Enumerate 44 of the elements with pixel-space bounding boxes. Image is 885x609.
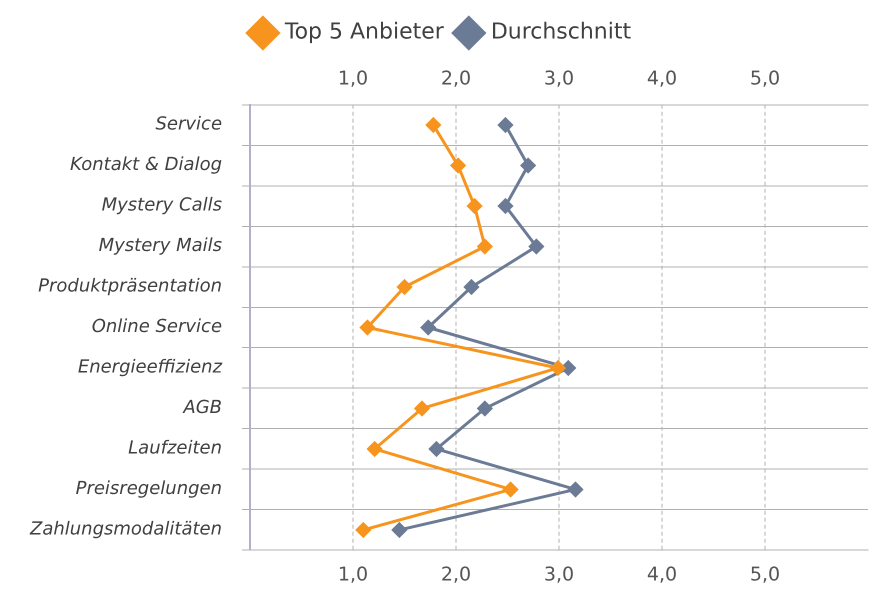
point bbox=[420, 320, 436, 335]
legend-label: Top 5 Anbieter bbox=[284, 20, 445, 45]
point bbox=[550, 360, 566, 376]
y-tick-label: AGB bbox=[182, 397, 222, 418]
point bbox=[414, 400, 430, 416]
y-tick-label: Energieeffizienz bbox=[78, 356, 223, 378]
x-tick-label: 1,0 bbox=[338, 564, 368, 586]
point bbox=[477, 400, 492, 416]
point bbox=[498, 118, 513, 133]
point bbox=[467, 198, 482, 214]
y-tick-label: Kontakt & Dialog bbox=[70, 154, 222, 176]
point bbox=[498, 198, 513, 214]
y-tick-label: Laufzeiten bbox=[128, 438, 222, 459]
x2-tick-label: 3,0 bbox=[544, 67, 574, 90]
point bbox=[520, 158, 536, 174]
y-tick-label: Service bbox=[155, 114, 222, 135]
point bbox=[360, 320, 375, 335]
point bbox=[356, 522, 371, 538]
point bbox=[503, 482, 518, 497]
x-tick-label: 5,0 bbox=[750, 564, 780, 586]
x-tick-label: 4,0 bbox=[646, 564, 678, 586]
y-tick-label: Mystery Mails bbox=[98, 235, 222, 256]
y-tick-label: Online Service bbox=[92, 316, 222, 338]
point bbox=[397, 280, 412, 295]
y-tick-label: Produktpräsentation bbox=[38, 276, 222, 297]
x-tick-label: 3,0 bbox=[544, 564, 574, 586]
y-tick-label: Preisregelungen bbox=[76, 478, 222, 500]
x2-tick-label: 5,0 bbox=[750, 67, 780, 90]
y-tick-label: Zahlungsmodalitäten bbox=[28, 518, 222, 540]
x2-tick-label: 2,0 bbox=[440, 67, 472, 90]
point bbox=[464, 280, 479, 295]
point bbox=[450, 158, 466, 174]
legend-label: Durchschnitt bbox=[490, 20, 632, 45]
point bbox=[367, 441, 382, 456]
point bbox=[568, 482, 583, 497]
point bbox=[426, 118, 441, 133]
x2-tick-label: 4,0 bbox=[646, 67, 678, 90]
point bbox=[528, 239, 544, 254]
x2-tick-label: 1,0 bbox=[338, 67, 368, 90]
y-tick-label: Mystery Calls bbox=[102, 194, 222, 216]
point bbox=[477, 239, 492, 254]
point bbox=[392, 522, 407, 538]
point bbox=[428, 441, 444, 456]
x-tick-label: 2,0 bbox=[440, 564, 472, 586]
